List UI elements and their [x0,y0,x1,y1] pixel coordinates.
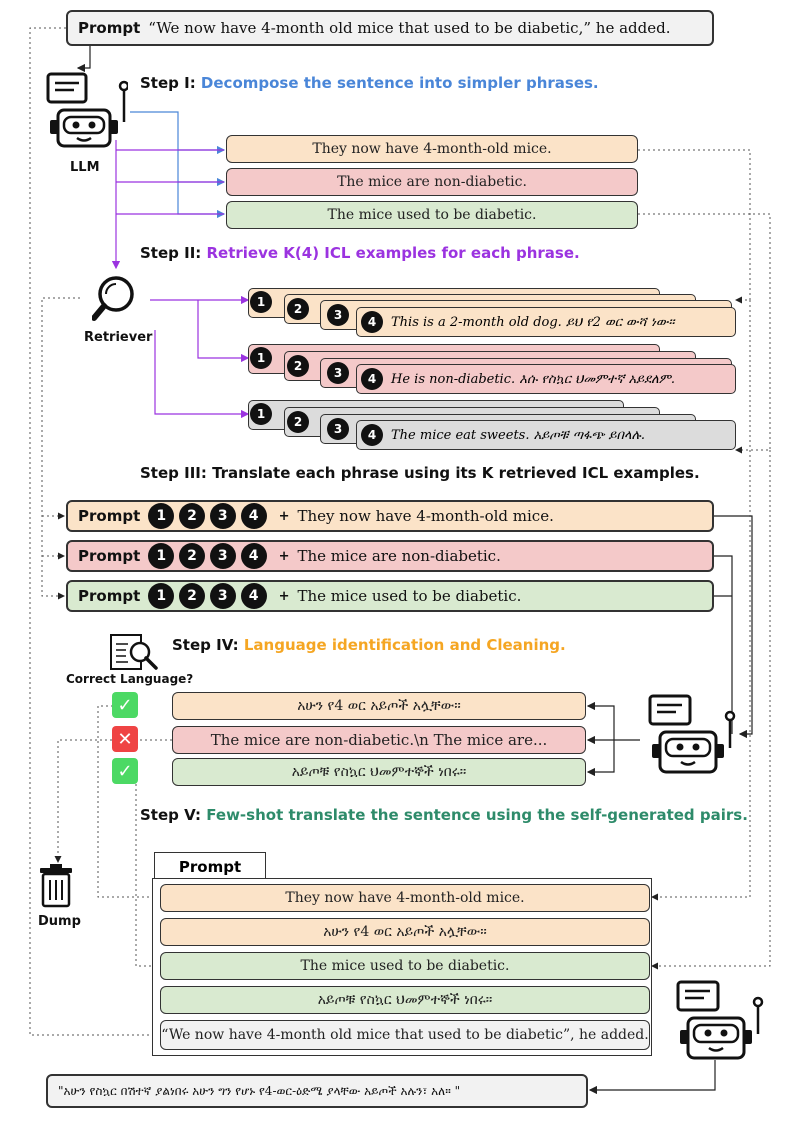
step3-text-2: The mice are non-diabetic. [297,547,501,565]
step-4-prefix: Step IV: [172,636,244,654]
phrase-1-box: They now have 4-month-old mice. [226,135,638,163]
step5-row-5: “We now have 4-month old mice that used … [160,1020,650,1050]
icl-num-2: 2 [179,543,206,569]
step-1-text: Decompose the sentence into simpler phra… [200,74,599,92]
icl-example-1: This is a 2-month old dog. ይህ የ2 ወር ውሻ ነ… [391,314,675,330]
icl-num-3: 3 [209,583,236,609]
step-1-title: Step I: Decompose the sentence into simp… [140,74,599,92]
prompt-sentence: “We now have 4-month old mice that used … [148,19,671,37]
final-output-text: "አሁን የስኳር በሽተኛ ያልነበሩ አሁን ግን የሆኑ የ4-ወር-ዕድ… [58,1083,461,1098]
step3-text-3: The mice used to be diabetic. [297,587,522,605]
plus-sign: + [278,508,290,524]
icl-num-3: 3 [327,418,349,440]
step3-row-1: Prompt 1 2 3 4 + They now have 4-month-o… [66,500,714,532]
plus-sign: + [278,548,290,564]
phrase-2-box: The mice are non-diabetic. [226,168,638,196]
step-1-prefix: Step I: [140,74,201,92]
step5-prompt-tab: Prompt [154,852,266,880]
step-3-title: Step III: Translate each phrase using it… [140,464,700,482]
icl-card-2d: 4 He is non-diabetic. እሱ የስኳር ህመምተኛ አይደለ… [356,364,736,394]
step-5-text: Few-shot translate the sentence using th… [206,806,748,824]
step-2-title: Step II: Retrieve K(4) ICL examples for … [140,244,580,262]
robot-icon [644,694,736,778]
step-2-prefix: Step II: [140,244,207,262]
icl-num-4: 4 [361,368,383,390]
icl-num-2: 2 [179,503,206,529]
prompt-label: Prompt [78,507,141,525]
prompt-label: Prompt [78,587,141,605]
step-2-text: Retrieve K(4) ICL examples for each phra… [206,244,580,262]
step5-row-4: አይጦቹ የስኳር ህመምተኞች ነበሩ። [160,986,650,1014]
icl-num-1: 1 [250,291,272,313]
top-prompt-box: Prompt “We now have 4-month old mice tha… [66,10,714,46]
icl-num-2: 2 [287,298,309,320]
step-4-title: Step IV: Language identification and Cle… [172,636,566,654]
icl-num-1: 1 [250,347,272,369]
icl-num-2: 2 [287,411,309,433]
prompt-label: Prompt [78,19,141,37]
step-4-text: Language identification and Cleaning. [243,636,566,654]
final-output-box: "አሁን የስኳር በሽተኛ ያልነበሩ አሁን ግን የሆኑ የ4-ወር-ዕድ… [46,1074,588,1108]
llm-robot-icon [44,72,128,152]
check-icon: ✓ [112,692,138,718]
cross-icon: ✕ [112,726,138,752]
icl-num-4: 4 [361,311,383,333]
icl-num-1: 1 [250,403,272,425]
icl-num-1: 1 [148,543,175,569]
icl-num-4: 4 [240,583,267,609]
step3-row-2: Prompt 1 2 3 4 + The mice are non-diabet… [66,540,714,572]
prompt-label: Prompt [178,857,242,876]
step5-row-2: አሁን የ4 ወር አይጦች አሏቸው። [160,918,650,946]
icl-card-3d: 4 The mice eat sweets. አይጦቹ ጣፋጭ ይበላሉ. [356,420,736,450]
robot-icon [672,980,764,1064]
step3-text-1: They now have 4-month-old mice. [297,507,554,525]
icl-num-1: 1 [148,503,175,529]
step4-output-3: አይጦቹ የስኳር ህመምተኞች ነበሩ። [172,758,586,786]
retriever-label: Retriever [84,330,153,345]
icl-num-2: 2 [179,583,206,609]
icl-num-1: 1 [148,583,175,609]
step5-row-3: The mice used to be diabetic. [160,952,650,980]
plus-sign: + [278,588,290,604]
prompt-label: Prompt [78,547,141,565]
magnifier-icon [92,272,152,324]
step4-output-2: The mice are non-diabetic.\n The mice ar… [172,726,586,754]
step3-row-3: Prompt 1 2 3 4 + The mice used to be dia… [66,580,714,612]
step5-row-1: They now have 4-month-old mice. [160,884,650,912]
step-5-prefix: Step V: [140,806,207,824]
icl-num-4: 4 [361,424,383,446]
dump-label: Dump [38,914,81,929]
icl-example-3: The mice eat sweets. አይጦቹ ጣፋጭ ይበላሉ. [391,427,645,443]
correct-language-label: Correct Language? [66,672,194,686]
check-icon: ✓ [112,758,138,784]
icl-num-3: 3 [327,362,349,384]
icl-num-3: 3 [209,543,236,569]
llm-label: LLM [70,160,100,175]
trash-icon [36,862,76,908]
icl-num-2: 2 [287,355,309,377]
icl-num-4: 4 [240,503,267,529]
icl-example-2: He is non-diabetic. እሱ የስኳር ህመምተኛ አይደለም. [391,371,676,387]
icl-num-3: 3 [327,304,349,326]
phrase-3-box: The mice used to be diabetic. [226,201,638,229]
step-5-title: Step V: Few-shot translate the sentence … [140,806,748,824]
icl-num-4: 4 [240,543,267,569]
document-search-icon [108,632,160,672]
icl-card-1d: 4 This is a 2-month old dog. ይህ የ2 ወር ውሻ… [356,307,736,337]
step4-output-1: አሁን የ4 ወር አይጦች አሏቸው። [172,692,586,720]
icl-num-3: 3 [209,503,236,529]
